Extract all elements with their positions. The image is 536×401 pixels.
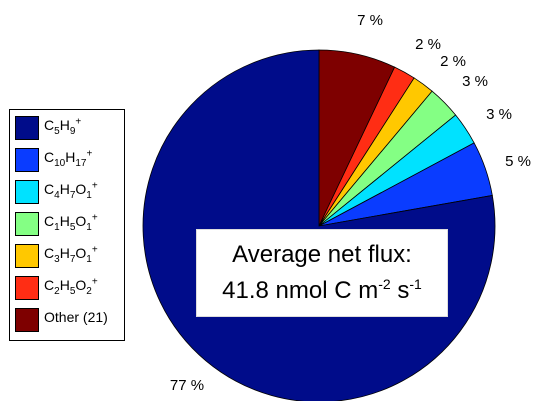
legend-item: C3H7O1+	[15, 242, 127, 270]
legend-label: C2H5O2+	[44, 276, 98, 297]
flux-line2: 41.8 nmol C m-2 s-1	[222, 276, 422, 304]
slice-percent-label: 2 %	[415, 36, 441, 53]
legend-item: C10H17+	[15, 146, 127, 174]
legend-item: C4H7O1+	[15, 178, 127, 206]
legend-swatch	[15, 116, 39, 140]
legend-label: C1H5O1+	[44, 212, 98, 233]
legend-swatch	[15, 148, 39, 172]
legend-label: C10H17+	[44, 148, 93, 169]
legend-swatch	[15, 276, 39, 300]
legend-item: Other (21)	[15, 306, 127, 334]
slice-percent-label: 3 %	[486, 106, 512, 123]
flux-annotation: Average net flux: 41.8 nmol C m-2 s-1	[196, 229, 448, 317]
slice-percent-label: 5 %	[505, 153, 531, 170]
legend-item: C1H5O1+	[15, 210, 127, 238]
slice-percent-label: 77 %	[170, 377, 204, 394]
slice-percent-label: 3 %	[462, 73, 488, 90]
flux-line1: Average net flux:	[232, 241, 412, 268]
pie-slices	[142, 49, 496, 401]
slice-labels: 7 % 2 %2 % 3 % 3 % 5 % 77 %	[170, 12, 531, 394]
legend: C5H9+ C10H17+ C4H7O1+ C1H5O1+ C3H7O1+ C2H5O2+…	[9, 109, 125, 341]
slice-percent-label: 2 %	[440, 53, 466, 70]
legend-swatch	[15, 244, 39, 268]
legend-label: C3H7O1+	[44, 244, 98, 265]
legend-item: C2H5O2+	[15, 274, 127, 302]
legend-swatch	[15, 212, 39, 236]
legend-swatch	[15, 180, 39, 204]
legend-item: C5H9+	[15, 114, 127, 142]
legend-swatch	[15, 308, 39, 332]
legend-label: C5H9+	[44, 116, 82, 137]
legend-label: Other (21)	[44, 309, 108, 325]
legend-label: C4H7O1+	[44, 180, 98, 201]
slice-percent-label: 7 %	[357, 12, 383, 29]
